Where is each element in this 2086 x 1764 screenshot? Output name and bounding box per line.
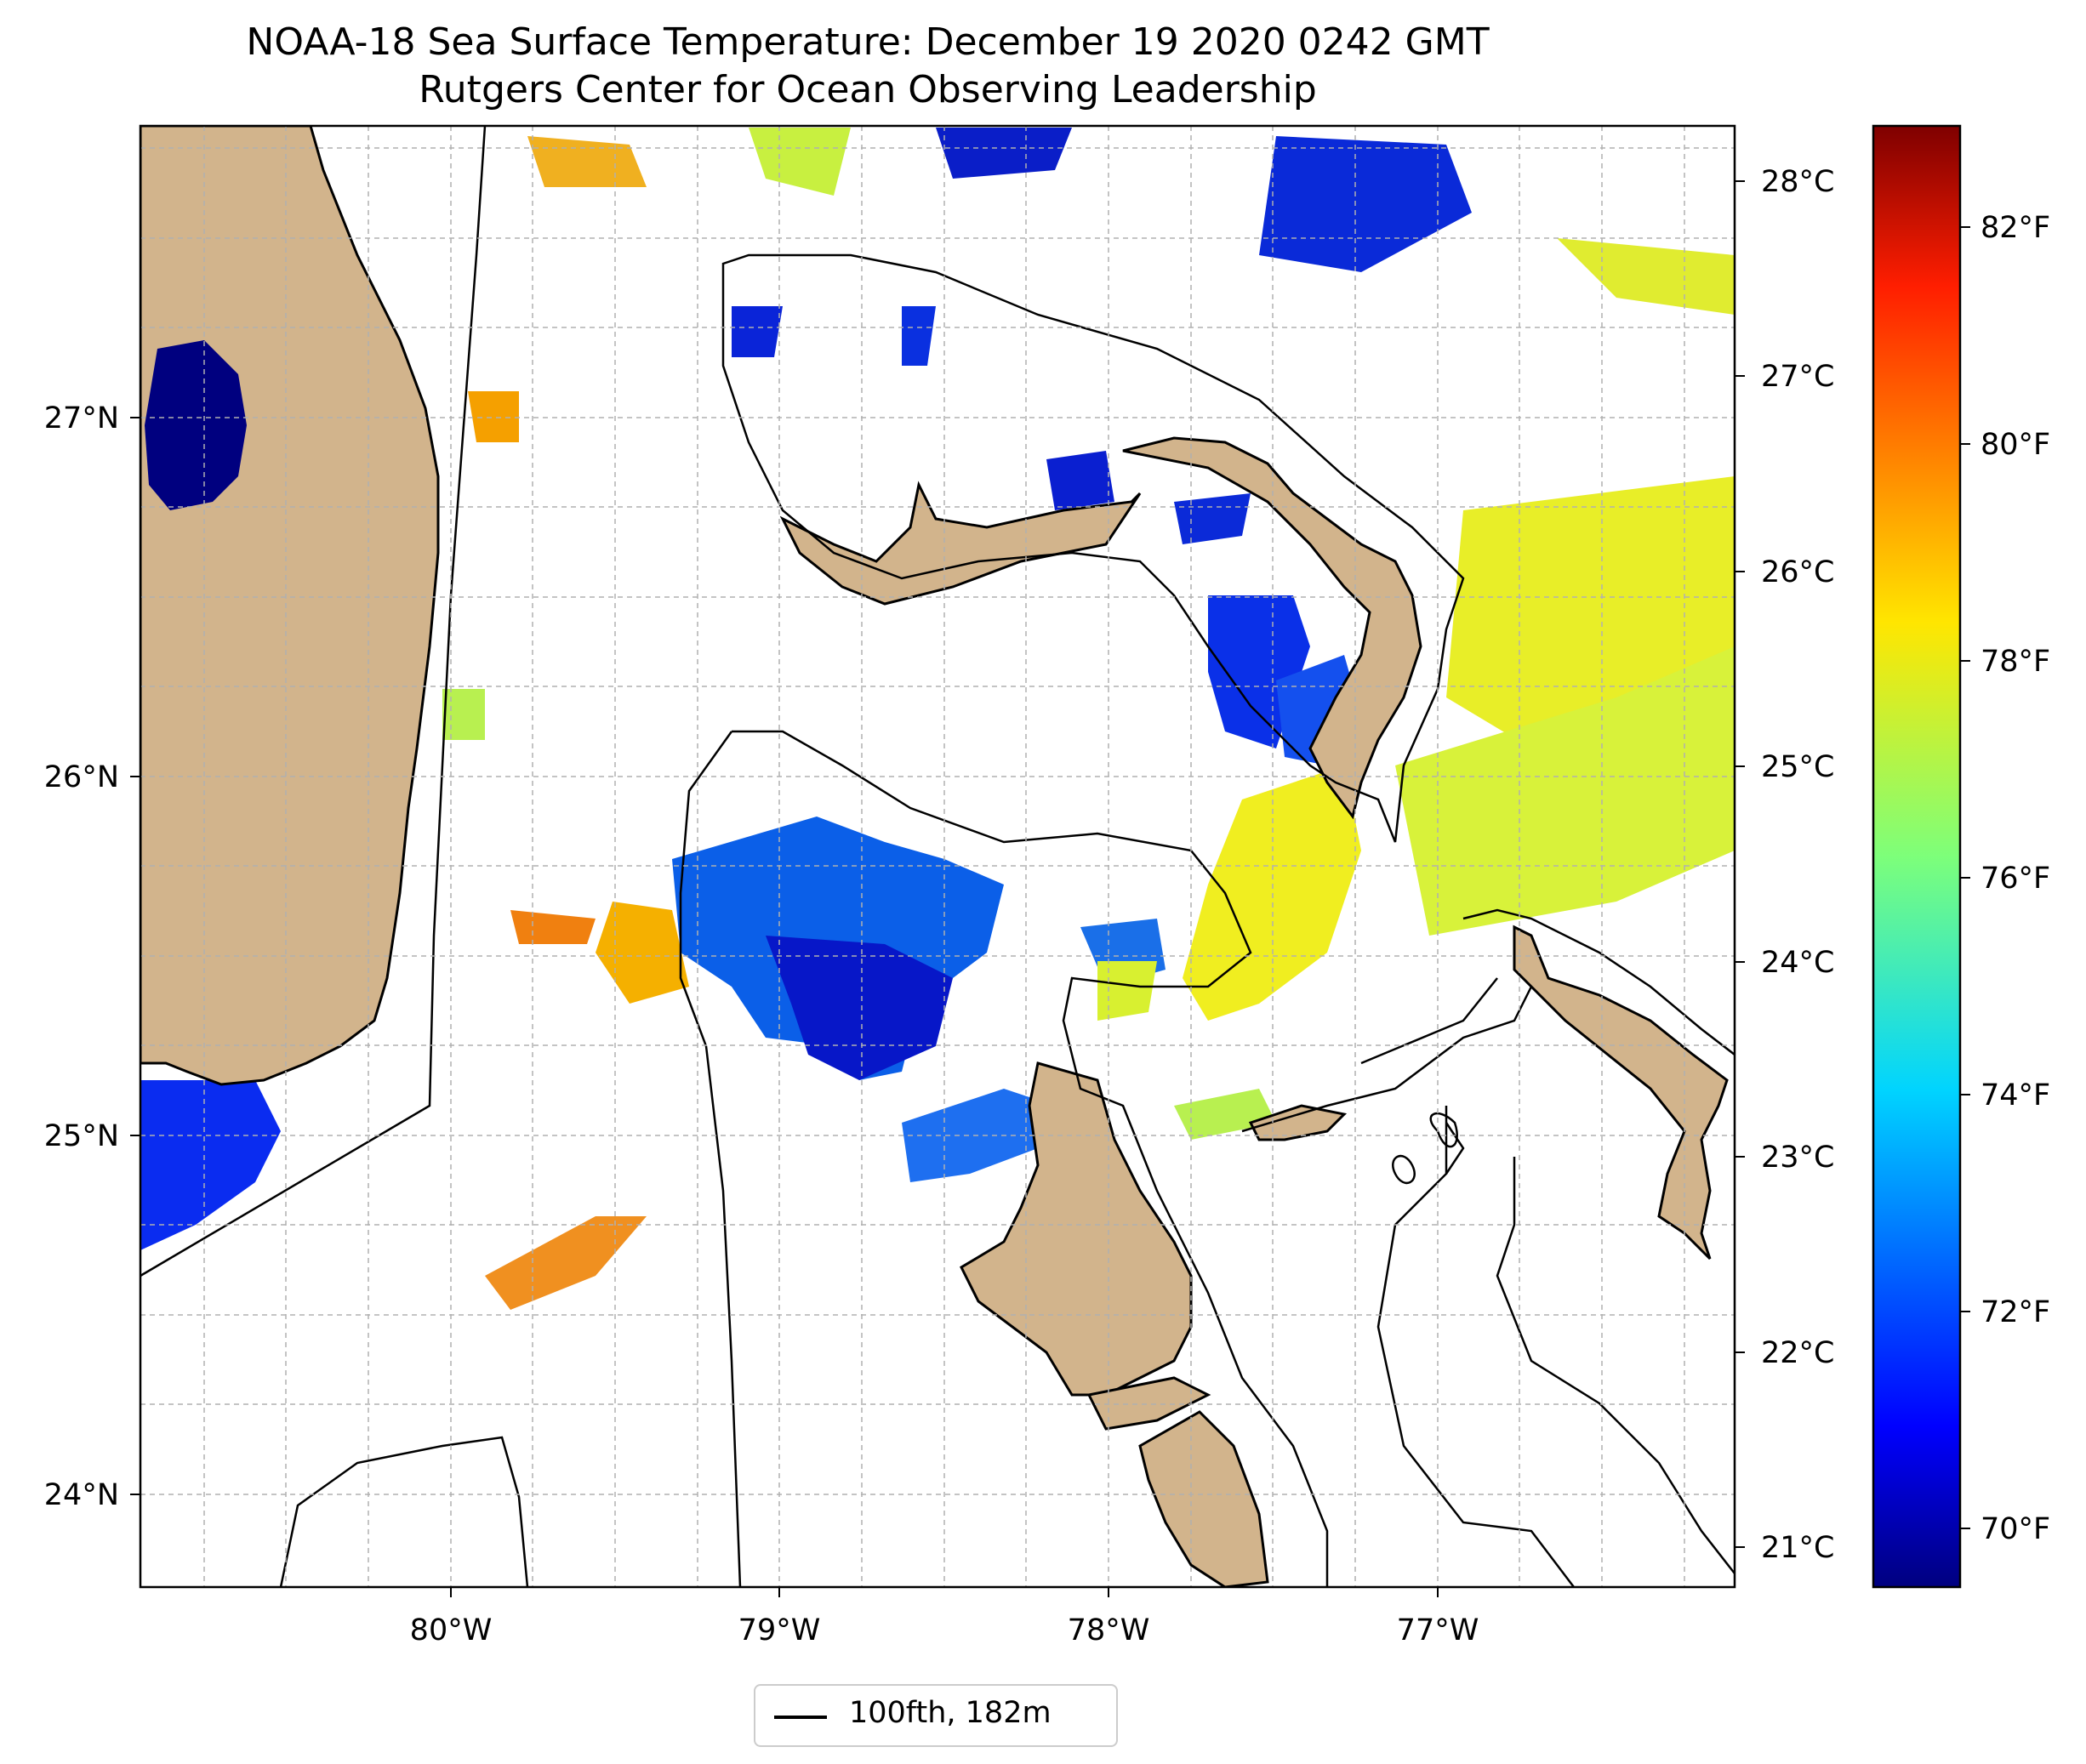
celsius-label-28: 28°C [1761,165,1834,199]
abaco-land [1122,436,1422,820]
legend: 100fth, 182m [754,1684,1118,1747]
celsius-label-24: 24°C [1761,946,1834,980]
lon-label-78w: 78°W [1068,1613,1150,1647]
celsius-label-22: 22°C [1761,1336,1834,1370]
lat-label-26n: 26°N [44,760,119,794]
lat-tick-labels: 24°N 25°N 26°N 27°N [44,401,119,1512]
celsius-label-26: 26°C [1761,555,1834,589]
berry-islands-land [1248,1104,1348,1141]
andros-south-land [1138,1410,1269,1587]
fahrenheit-tick-labels: 70°F 72°F 74°F 76°F 78°F 80°F 82°F [1960,211,2050,1546]
colorbar [1872,124,1962,1589]
title-line-1: NOAA-18 Sea Surface Temperature: Decembe… [246,20,1490,64]
lon-label-79w: 79°W [738,1613,821,1647]
fahrenheit-label-76: 76°F [1981,862,2050,896]
celsius-label-23: 23°C [1761,1141,1834,1175]
map-title: NOAA-18 Sea Surface Temperature: Decembe… [136,19,1599,114]
fahrenheit-label-80: 80°F [1981,428,2050,462]
lake-okeechobee [145,340,247,510]
map-panel [140,126,1735,1587]
celsius-label-25: 25°C [1761,750,1834,784]
celsius-label-27: 27°C [1761,360,1834,394]
lon-tick-labels: 80°W 79°W 78°W 77°W [410,1613,1479,1647]
fahrenheit-label-78: 78°F [1981,645,2050,679]
eleuthera-land [1513,925,1729,1260]
andros-middle-land [1086,1376,1211,1431]
fahrenheit-label-74: 74°F [1981,1078,2050,1112]
lat-label-27n: 27°N [44,401,119,435]
depth-contours [140,126,1735,1587]
lon-label-77w: 77°W [1397,1613,1479,1647]
fahrenheit-label-72: 72°F [1981,1295,2050,1329]
celsius-tick-labels: 21°C 22°C 23°C 24°C 25°C 26°C 27°C 28°C [1735,165,1834,1565]
fahrenheit-label-70: 70°F [1981,1512,2050,1546]
map-frame [139,124,1736,1589]
grand-bahama-land [779,481,1142,606]
lat-label-25n: 25°N [44,1119,119,1153]
gridlines [140,126,1735,1587]
fahrenheit-label-82: 82°F [1981,211,2050,245]
axis-ticks [130,417,1439,1597]
legend-line-swatch [774,1716,827,1719]
lat-label-24n: 24°N [44,1478,119,1512]
legend-entry-label: 100fth, 182m [849,1696,1052,1730]
title-line-2: Rutgers Center for Ocean Observing Leade… [419,68,1317,111]
celsius-label-21: 21°C [1761,1531,1834,1565]
lon-label-80w: 80°W [410,1613,493,1647]
